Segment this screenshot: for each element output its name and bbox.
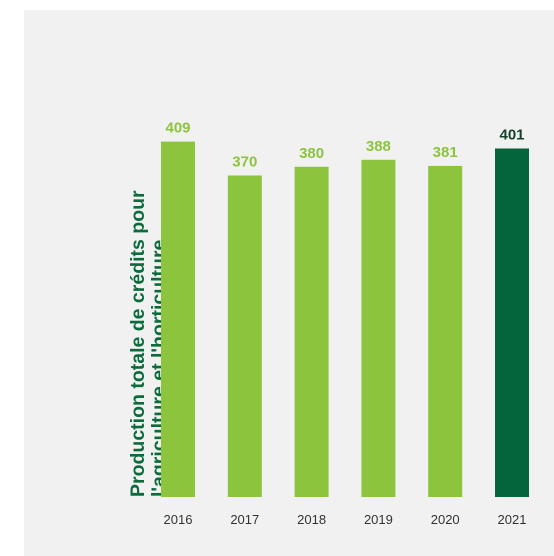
data-label-2018: 380: [299, 145, 324, 162]
data-label-2017: 370: [232, 154, 257, 171]
chart-panel: [24, 10, 554, 556]
bar-2018: [294, 166, 329, 498]
data-label-2019: 388: [366, 138, 391, 155]
bar-2021: [495, 148, 529, 497]
data-label-2016: 409: [165, 120, 190, 137]
x-tick-label-2016: 2016: [164, 512, 193, 527]
bar-2020: [428, 165, 463, 497]
x-tick-label-2019: 2019: [364, 512, 393, 527]
x-tick-label-2018: 2018: [297, 512, 326, 527]
bar-2019: [361, 159, 396, 498]
x-tick-label-2017: 2017: [230, 512, 259, 527]
x-tick-label-2021: 2021: [498, 512, 527, 527]
data-label-2020: 381: [433, 144, 458, 161]
bar-2016: [161, 141, 195, 497]
x-tick-label-2020: 2020: [431, 512, 460, 527]
data-label-2021: 401: [499, 127, 524, 144]
bar-2017: [227, 175, 262, 497]
